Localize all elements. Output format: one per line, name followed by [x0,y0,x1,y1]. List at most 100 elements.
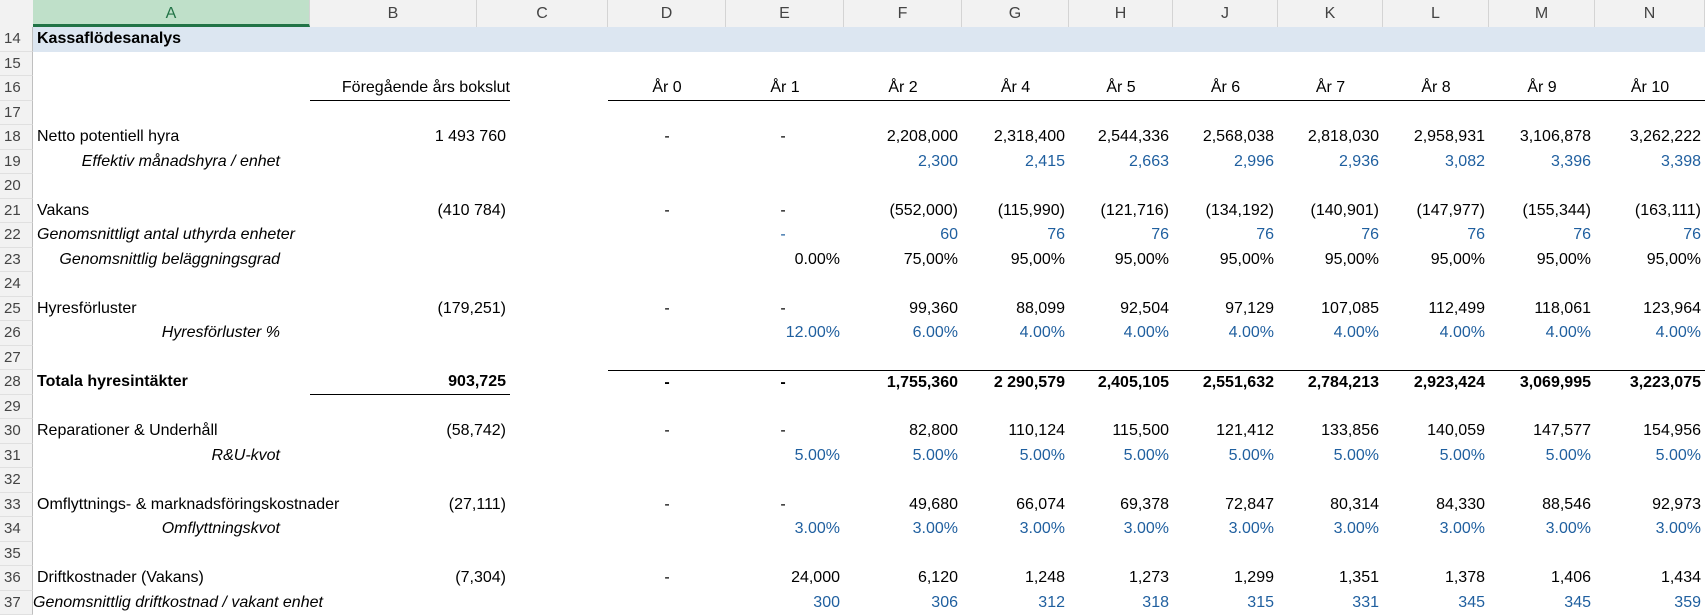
year-value-cell[interactable]: 5.00% [1173,444,1278,469]
year-value-cell[interactable]: 49,680 [844,493,962,518]
year-value-cell[interactable]: 80,314 [1278,493,1383,518]
row-label[interactable]: Genomsnittlig beläggningsgrad [33,248,310,273]
year-value-cell[interactable]: 1,299 [1173,566,1278,591]
row-header-22[interactable]: 22 [0,223,33,248]
year-value-cell[interactable]: 3.00% [1489,517,1595,542]
year-value-cell[interactable]: (552,000) [844,199,962,224]
year-value-cell[interactable]: 3.00% [1069,517,1173,542]
column-header-k[interactable]: K [1278,0,1383,27]
row-header-14[interactable]: 14 [0,27,33,52]
year-1-value[interactable]: - [726,125,844,150]
year-value-cell[interactable]: 1,755,360 [844,370,962,395]
row-header-32[interactable]: 32 [0,468,33,493]
row-header-17[interactable]: 17 [0,101,33,126]
year-value-cell[interactable]: 3.00% [1173,517,1278,542]
year-value-cell[interactable]: 95,00% [1278,248,1383,273]
year-value-cell[interactable]: 5.00% [1489,444,1595,469]
row-header-36[interactable]: 36 [0,566,33,591]
year-value-cell[interactable]: 140,059 [1383,419,1489,444]
year-1-value[interactable]: 0.00% [726,248,844,273]
year-value-cell[interactable]: 345 [1489,591,1595,615]
row-header-30[interactable]: 30 [0,419,33,444]
prior-year-value[interactable]: (179,251) [310,297,510,322]
year-value-cell[interactable]: (134,192) [1173,199,1278,224]
year-value-cell[interactable]: 84,330 [1383,493,1489,518]
year-value-cell[interactable]: 118,061 [1489,297,1595,322]
year-value-cell[interactable]: 95,00% [1173,248,1278,273]
year-value-cell[interactable]: 4.00% [1278,321,1383,346]
year-1-value[interactable]: 300 [726,591,844,615]
year-value-cell[interactable]: 359 [1595,591,1705,615]
row-header-26[interactable]: 26 [0,321,33,346]
year-value-cell[interactable]: 4.00% [1173,321,1278,346]
year-value-cell[interactable]: (147,977) [1383,199,1489,224]
row-header-20[interactable]: 20 [0,174,33,199]
year-value-cell[interactable]: 315 [1173,591,1278,615]
row-label[interactable]: Genomsnittlig driftkostnad / vakant enhe… [33,591,310,615]
year-1-value[interactable]: - [726,370,844,395]
row-header-28[interactable]: 28 [0,370,33,395]
row-label[interactable]: Hyresförluster % [33,321,310,346]
year-value-cell[interactable]: 2,405,105 [1069,370,1173,395]
year-value-cell[interactable]: 1,378 [1383,566,1489,591]
year-value-cell[interactable]: 2 290,579 [962,370,1069,395]
year-0-value[interactable]: - [608,419,726,444]
prior-year-value[interactable]: 903,725 [310,370,510,395]
year-value-cell[interactable]: (140,901) [1278,199,1383,224]
column-header-l[interactable]: L [1383,0,1489,27]
year-value-cell[interactable]: 76 [1173,223,1278,248]
column-header-h[interactable]: H [1069,0,1173,27]
year-value-cell[interactable]: 5.00% [962,444,1069,469]
row-header-21[interactable]: 21 [0,199,33,224]
year-value-cell[interactable]: 4.00% [1069,321,1173,346]
year-value-cell[interactable]: 3,082 [1383,150,1489,175]
year-value-cell[interactable]: 3,398 [1595,150,1705,175]
year-value-cell[interactable]: 3.00% [962,517,1069,542]
year-value-cell[interactable]: 112,499 [1383,297,1489,322]
year-1-value[interactable]: - [726,493,844,518]
select-all-corner[interactable] [0,0,34,27]
year-value-cell[interactable]: 4.00% [962,321,1069,346]
row-header-37[interactable]: 37 [0,591,33,615]
year-0-value[interactable]: - [608,370,726,395]
year-value-cell[interactable]: 76 [1489,223,1595,248]
year-value-cell[interactable]: 75,00% [844,248,962,273]
year-header-10[interactable]: År 10 [1595,76,1705,101]
year-value-cell[interactable]: (155,344) [1489,199,1595,224]
year-header-2[interactable]: År 2 [844,76,962,101]
prior-year-value[interactable]: (410 784) [310,199,510,224]
year-value-cell[interactable]: 2,415 [962,150,1069,175]
column-header-c[interactable]: C [477,0,608,27]
column-header-d[interactable]: D [608,0,726,27]
year-value-cell[interactable]: 2,818,030 [1278,125,1383,150]
year-value-cell[interactable]: 4.00% [1489,321,1595,346]
year-1-value[interactable]: - [726,297,844,322]
year-value-cell[interactable]: 95,00% [1069,248,1173,273]
year-value-cell[interactable]: 76 [962,223,1069,248]
row-header-34[interactable]: 34 [0,517,33,542]
year-value-cell[interactable]: 3,262,222 [1595,125,1705,150]
row-header-35[interactable]: 35 [0,542,33,567]
year-0-value[interactable]: - [608,566,726,591]
column-header-j[interactable]: J [1173,0,1278,27]
year-value-cell[interactable]: 5.00% [1069,444,1173,469]
year-value-cell[interactable]: 147,577 [1489,419,1595,444]
year-value-cell[interactable]: 88,546 [1489,493,1595,518]
year-value-cell[interactable]: 2,996 [1173,150,1278,175]
year-0-value[interactable]: - [608,199,726,224]
year-value-cell[interactable]: 318 [1069,591,1173,615]
year-1-value[interactable]: - [726,419,844,444]
year-1-value[interactable]: 5.00% [726,444,844,469]
year-header-8[interactable]: År 8 [1383,76,1489,101]
year-value-cell[interactable]: 154,956 [1595,419,1705,444]
year-value-cell[interactable]: 133,856 [1278,419,1383,444]
column-header-a[interactable]: A [33,0,310,27]
year-value-cell[interactable]: 2,923,424 [1383,370,1489,395]
year-value-cell[interactable]: 72,847 [1173,493,1278,518]
year-header-0[interactable]: År 0 [608,76,726,101]
row-header-27[interactable]: 27 [0,346,33,371]
row-header-16[interactable]: 16 [0,76,33,101]
column-header-b[interactable]: B [310,0,477,27]
year-value-cell[interactable]: 2,784,213 [1278,370,1383,395]
year-value-cell[interactable]: 76 [1069,223,1173,248]
